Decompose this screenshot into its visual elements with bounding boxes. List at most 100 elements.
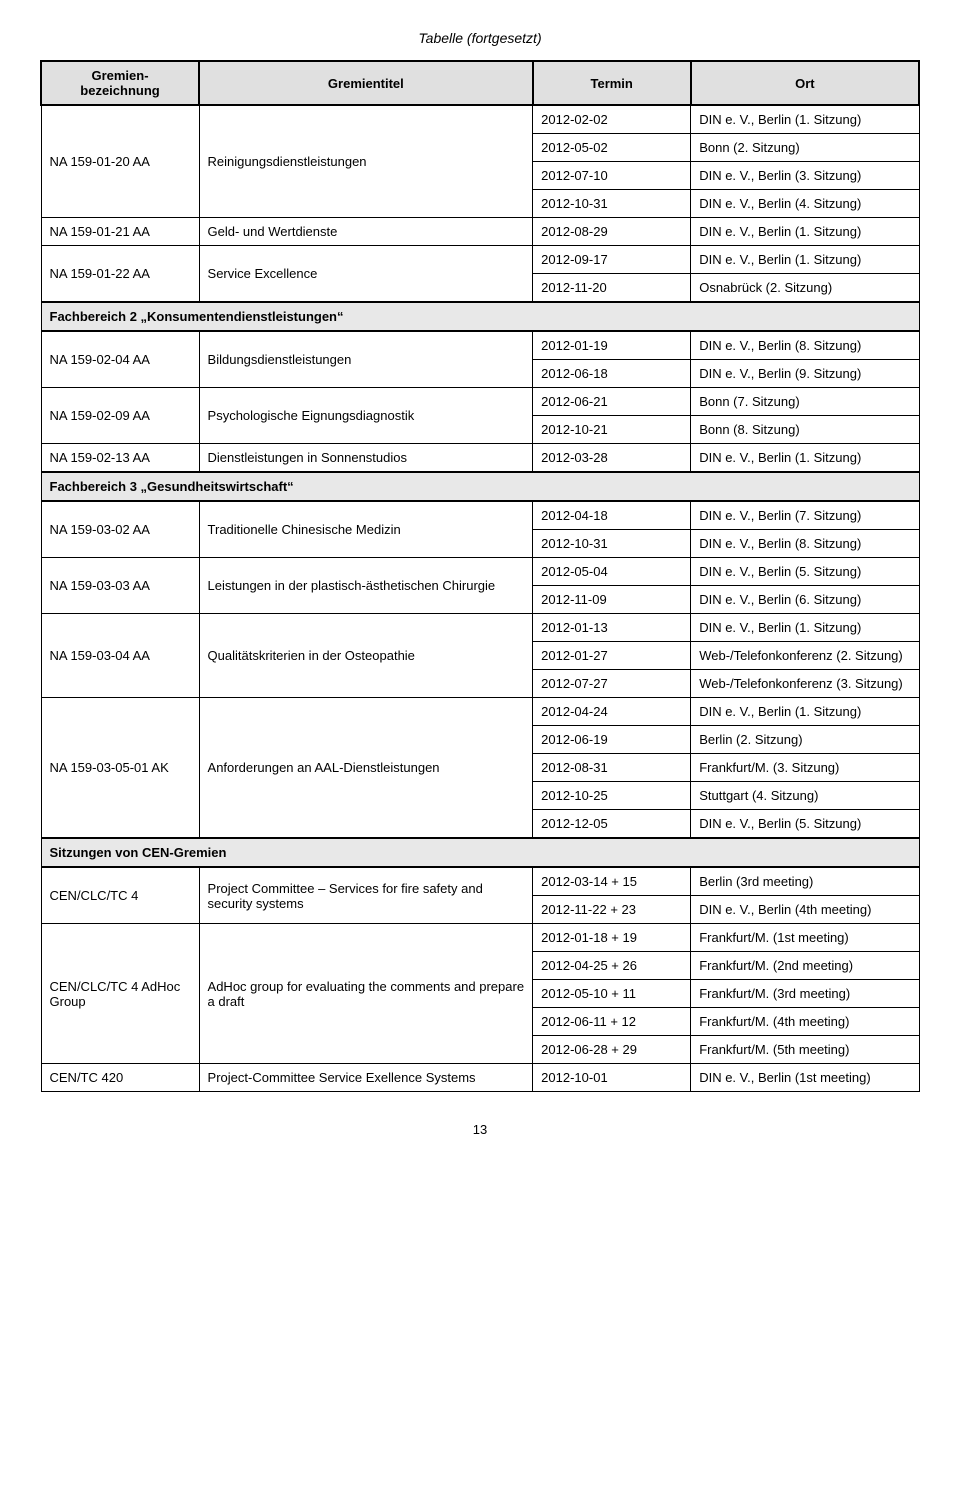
cell-ort: DIN e. V., Berlin (1st meeting) [691, 1064, 919, 1092]
cell-date: 2012-11-22 + 23 [533, 896, 691, 924]
table-row: CEN/CLC/TC 4Project Committee – Services… [41, 867, 919, 896]
cell-date: 2012-10-31 [533, 530, 691, 558]
cell-title: Anforderungen an AAL-Dienstleistungen [199, 698, 533, 839]
table-row: NA 159-03-05-01 AKAnforderungen an AAL-D… [41, 698, 919, 726]
cell-date: 2012-04-24 [533, 698, 691, 726]
section-row: Sitzungen von CEN-Gremien [41, 838, 919, 867]
cell-date: 2012-04-25 + 26 [533, 952, 691, 980]
header-ort: Ort [691, 61, 919, 105]
cell-ort: DIN e. V., Berlin (1. Sitzung) [691, 698, 919, 726]
cell-ort: DIN e. V., Berlin (3. Sitzung) [691, 162, 919, 190]
table-row: NA 159-02-04 AABildungsdienstleistungen2… [41, 331, 919, 360]
table-row: NA 159-01-20 AAReinigungsdienstleistunge… [41, 105, 919, 134]
cell-ort: Frankfurt/M. (2nd meeting) [691, 952, 919, 980]
meetings-table: Gremien- bezeichnung Gremientitel Termin… [40, 60, 920, 1092]
cell-date: 2012-06-11 + 12 [533, 1008, 691, 1036]
cell-date: 2012-09-17 [533, 246, 691, 274]
cell-title: Qualitätskriterien in der Osteopathie [199, 614, 533, 698]
header-title: Gremientitel [199, 61, 533, 105]
cell-code: NA 159-03-05-01 AK [41, 698, 199, 839]
cell-date: 2012-04-18 [533, 501, 691, 530]
cell-ort: Frankfurt/M. (4th meeting) [691, 1008, 919, 1036]
cell-date: 2012-06-21 [533, 388, 691, 416]
cell-code: NA 159-01-20 AA [41, 105, 199, 218]
cell-title: Reinigungsdienstleistungen [199, 105, 533, 218]
table-row: NA 159-03-04 AAQualitätskriterien in der… [41, 614, 919, 642]
cell-date: 2012-08-29 [533, 218, 691, 246]
table-row: NA 159-03-02 AATraditionelle Chinesische… [41, 501, 919, 530]
table-row: NA 159-01-22 AAService Excellence2012-09… [41, 246, 919, 274]
page-number: 13 [40, 1122, 920, 1137]
cell-date: 2012-08-31 [533, 754, 691, 782]
cell-title: Service Excellence [199, 246, 533, 303]
cell-ort: Frankfurt/M. (5th meeting) [691, 1036, 919, 1064]
cell-ort: Berlin (3rd meeting) [691, 867, 919, 896]
cell-ort: Web-/Telefonkonferenz (2. Sitzung) [691, 642, 919, 670]
cell-ort: DIN e. V., Berlin (1. Sitzung) [691, 218, 919, 246]
cell-ort: DIN e. V., Berlin (1. Sitzung) [691, 614, 919, 642]
cell-date: 2012-07-27 [533, 670, 691, 698]
cell-ort: Web-/Telefonkonferenz (3. Sitzung) [691, 670, 919, 698]
cell-ort: DIN e. V., Berlin (7. Sitzung) [691, 501, 919, 530]
cell-code: NA 159-03-04 AA [41, 614, 199, 698]
table-caption: Tabelle (fortgesetzt) [40, 30, 920, 46]
cell-title: Geld- und Wertdienste [199, 218, 533, 246]
cell-ort: DIN e. V., Berlin (4. Sitzung) [691, 190, 919, 218]
cell-date: 2012-01-13 [533, 614, 691, 642]
cell-code: NA 159-01-22 AA [41, 246, 199, 303]
section-label: Fachbereich 2 „Konsumentendienstleistung… [41, 302, 919, 331]
cell-date: 2012-02-02 [533, 105, 691, 134]
cell-date: 2012-10-21 [533, 416, 691, 444]
cell-date: 2012-06-28 + 29 [533, 1036, 691, 1064]
cell-date: 2012-10-01 [533, 1064, 691, 1092]
cell-title: Project-Committee Service Exellence Syst… [199, 1064, 533, 1092]
cell-ort: Frankfurt/M. (1st meeting) [691, 924, 919, 952]
cell-date: 2012-03-28 [533, 444, 691, 473]
header-date: Termin [533, 61, 691, 105]
cell-ort: DIN e. V., Berlin (9. Sitzung) [691, 360, 919, 388]
cell-date: 2012-11-20 [533, 274, 691, 303]
cell-ort: Frankfurt/M. (3rd meeting) [691, 980, 919, 1008]
table-row: NA 159-02-09 AAPsychologische Eignungsdi… [41, 388, 919, 416]
cell-date: 2012-10-31 [533, 190, 691, 218]
cell-title: Psychologische Eignungsdiagnostik [199, 388, 533, 444]
table-row: NA 159-01-21 AAGeld- und Wertdienste2012… [41, 218, 919, 246]
table-row: CEN/TC 420Project-Committee Service Exel… [41, 1064, 919, 1092]
cell-ort: Berlin (2. Sitzung) [691, 726, 919, 754]
cell-ort: DIN e. V., Berlin (5. Sitzung) [691, 810, 919, 839]
cell-date: 2012-11-09 [533, 586, 691, 614]
cell-code: NA 159-02-09 AA [41, 388, 199, 444]
section-label: Sitzungen von CEN-Gremien [41, 838, 919, 867]
cell-code: NA 159-03-02 AA [41, 501, 199, 558]
cell-ort: Osnabrück (2. Sitzung) [691, 274, 919, 303]
cell-date: 2012-05-04 [533, 558, 691, 586]
cell-title: Project Committee – Services for fire sa… [199, 867, 533, 924]
section-label: Fachbereich 3 „Gesundheitswirtschaft“ [41, 472, 919, 501]
cell-date: 2012-01-27 [533, 642, 691, 670]
cell-ort: DIN e. V., Berlin (4th meeting) [691, 896, 919, 924]
cell-code: NA 159-02-04 AA [41, 331, 199, 388]
table-row: NA 159-03-03 AALeistungen in der plastis… [41, 558, 919, 586]
cell-code: CEN/CLC/TC 4 [41, 867, 199, 924]
cell-ort: DIN e. V., Berlin (8. Sitzung) [691, 530, 919, 558]
cell-title: Leistungen in der plastisch-ästhetischen… [199, 558, 533, 614]
cell-date: 2012-05-02 [533, 134, 691, 162]
cell-code: CEN/TC 420 [41, 1064, 199, 1092]
cell-title: AdHoc group for evaluating the comments … [199, 924, 533, 1064]
cell-date: 2012-07-10 [533, 162, 691, 190]
cell-code: NA 159-02-13 AA [41, 444, 199, 473]
cell-date: 2012-01-19 [533, 331, 691, 360]
cell-ort: DIN e. V., Berlin (1. Sitzung) [691, 246, 919, 274]
cell-code: NA 159-03-03 AA [41, 558, 199, 614]
cell-date: 2012-03-14 + 15 [533, 867, 691, 896]
cell-ort: Bonn (7. Sitzung) [691, 388, 919, 416]
cell-title: Traditionelle Chinesische Medizin [199, 501, 533, 558]
table-row: NA 159-02-13 AADienstleistungen in Sonne… [41, 444, 919, 473]
cell-date: 2012-06-19 [533, 726, 691, 754]
cell-title: Dienstleistungen in Sonnenstudios [199, 444, 533, 473]
cell-date: 2012-10-25 [533, 782, 691, 810]
cell-date: 2012-01-18 + 19 [533, 924, 691, 952]
table-row: CEN/CLC/TC 4 AdHoc GroupAdHoc group for … [41, 924, 919, 952]
table-header-row: Gremien- bezeichnung Gremientitel Termin… [41, 61, 919, 105]
cell-date: 2012-05-10 + 11 [533, 980, 691, 1008]
